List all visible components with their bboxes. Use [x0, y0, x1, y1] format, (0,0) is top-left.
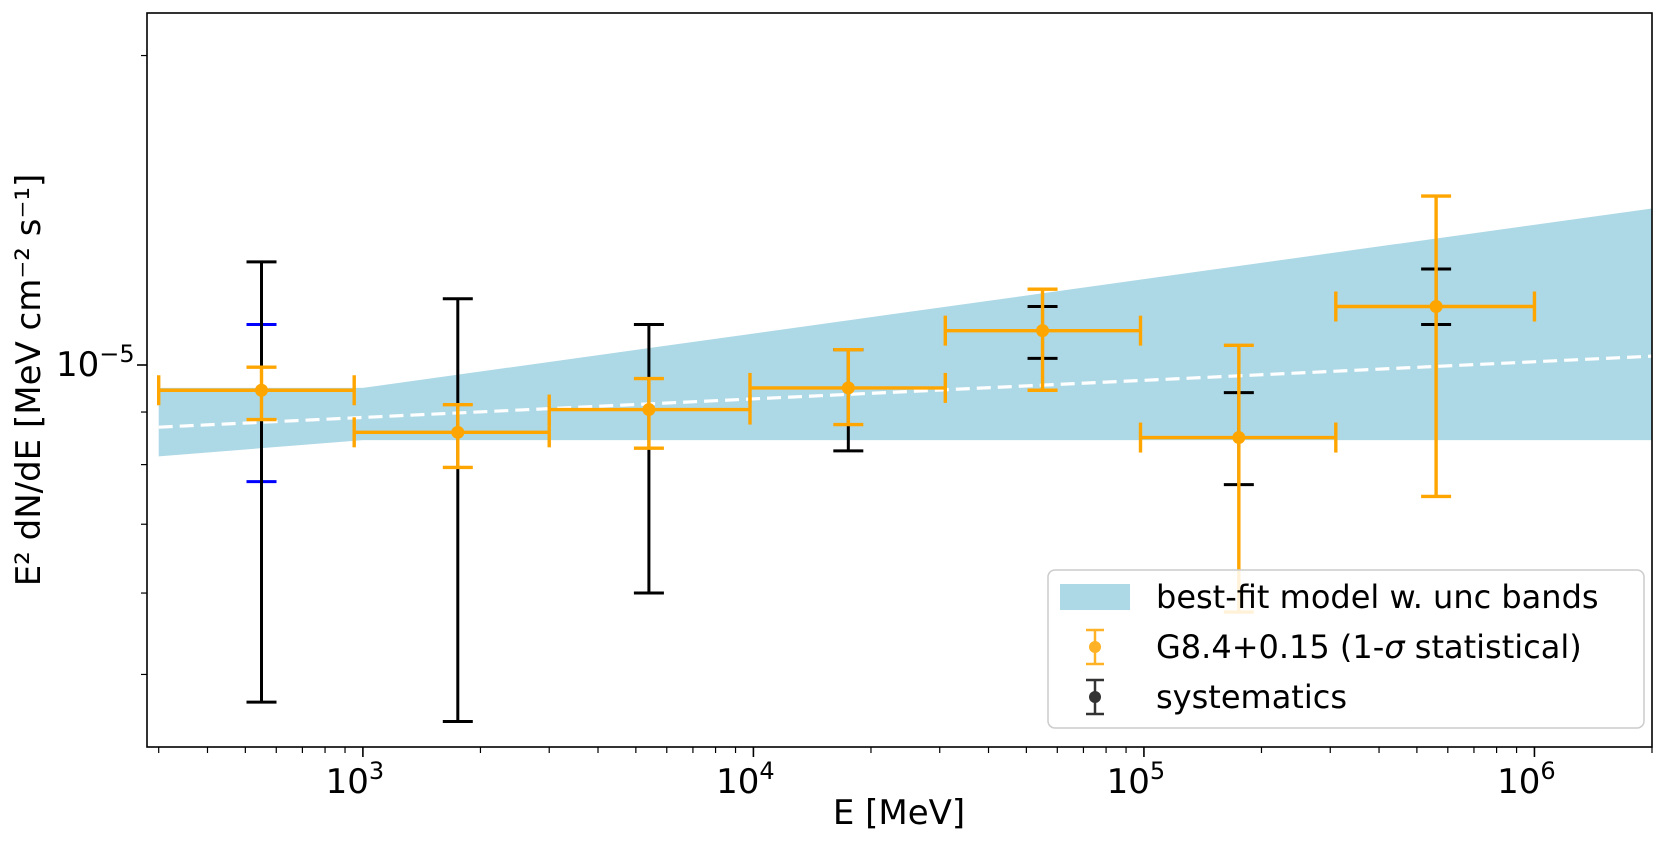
x-tick-label-1: 103: [326, 757, 385, 802]
y-tick-label-1: 10−5: [56, 340, 135, 385]
statistical-point-4: [748, 347, 947, 427]
legend-frame: [1047, 569, 1645, 729]
systematics-point-2: [442, 297, 473, 723]
legend-label-systematics: systematics: [1156, 678, 1347, 716]
legend-swatch-systematics: [1086, 678, 1104, 716]
x-tick-label-4: 106: [1497, 757, 1556, 802]
statistical-marker: [1429, 300, 1443, 314]
x-tick-label-2: 104: [716, 757, 775, 802]
systematics-point-1: [246, 260, 277, 704]
statistical-point-1: [157, 365, 356, 422]
legend-label-statistical: G8.4+0.15 (1-σ statistical): [1156, 628, 1582, 666]
y-axis-label: E² dN/dE [MeV cm⁻² s⁻¹]: [9, 174, 49, 587]
statistical-marker: [841, 381, 855, 395]
x-axis-label: E [MeV]: [833, 793, 965, 833]
statistical-point-7: [1334, 194, 1537, 499]
uncertainty-band: [158, 208, 1652, 457]
statistical-marker: [1232, 431, 1246, 445]
statistical-marker: [642, 403, 656, 417]
legend: best-fit model w. unc bands G8.4+0.15 (1…: [1047, 569, 1645, 729]
systematics-point-3: [633, 322, 664, 595]
statistical-point-5: [943, 287, 1143, 392]
legend-label-model: best-fit model w. unc bands: [1156, 578, 1599, 616]
statistical-marker: [1036, 324, 1050, 338]
plot-area: [157, 194, 1652, 723]
data-marks: [157, 194, 1537, 723]
x-tick-label-3: 105: [1107, 757, 1166, 802]
statistical-marker: [451, 425, 465, 439]
statistical-marker: [255, 383, 269, 397]
axes: 103 104 105 106 10−5: [56, 54, 1653, 802]
plot-frame: [146, 12, 1653, 748]
legend-swatch-band: [1060, 584, 1130, 610]
best-fit-model-line: [158, 354, 1652, 429]
legend-swatch-statistical: [1086, 628, 1104, 666]
